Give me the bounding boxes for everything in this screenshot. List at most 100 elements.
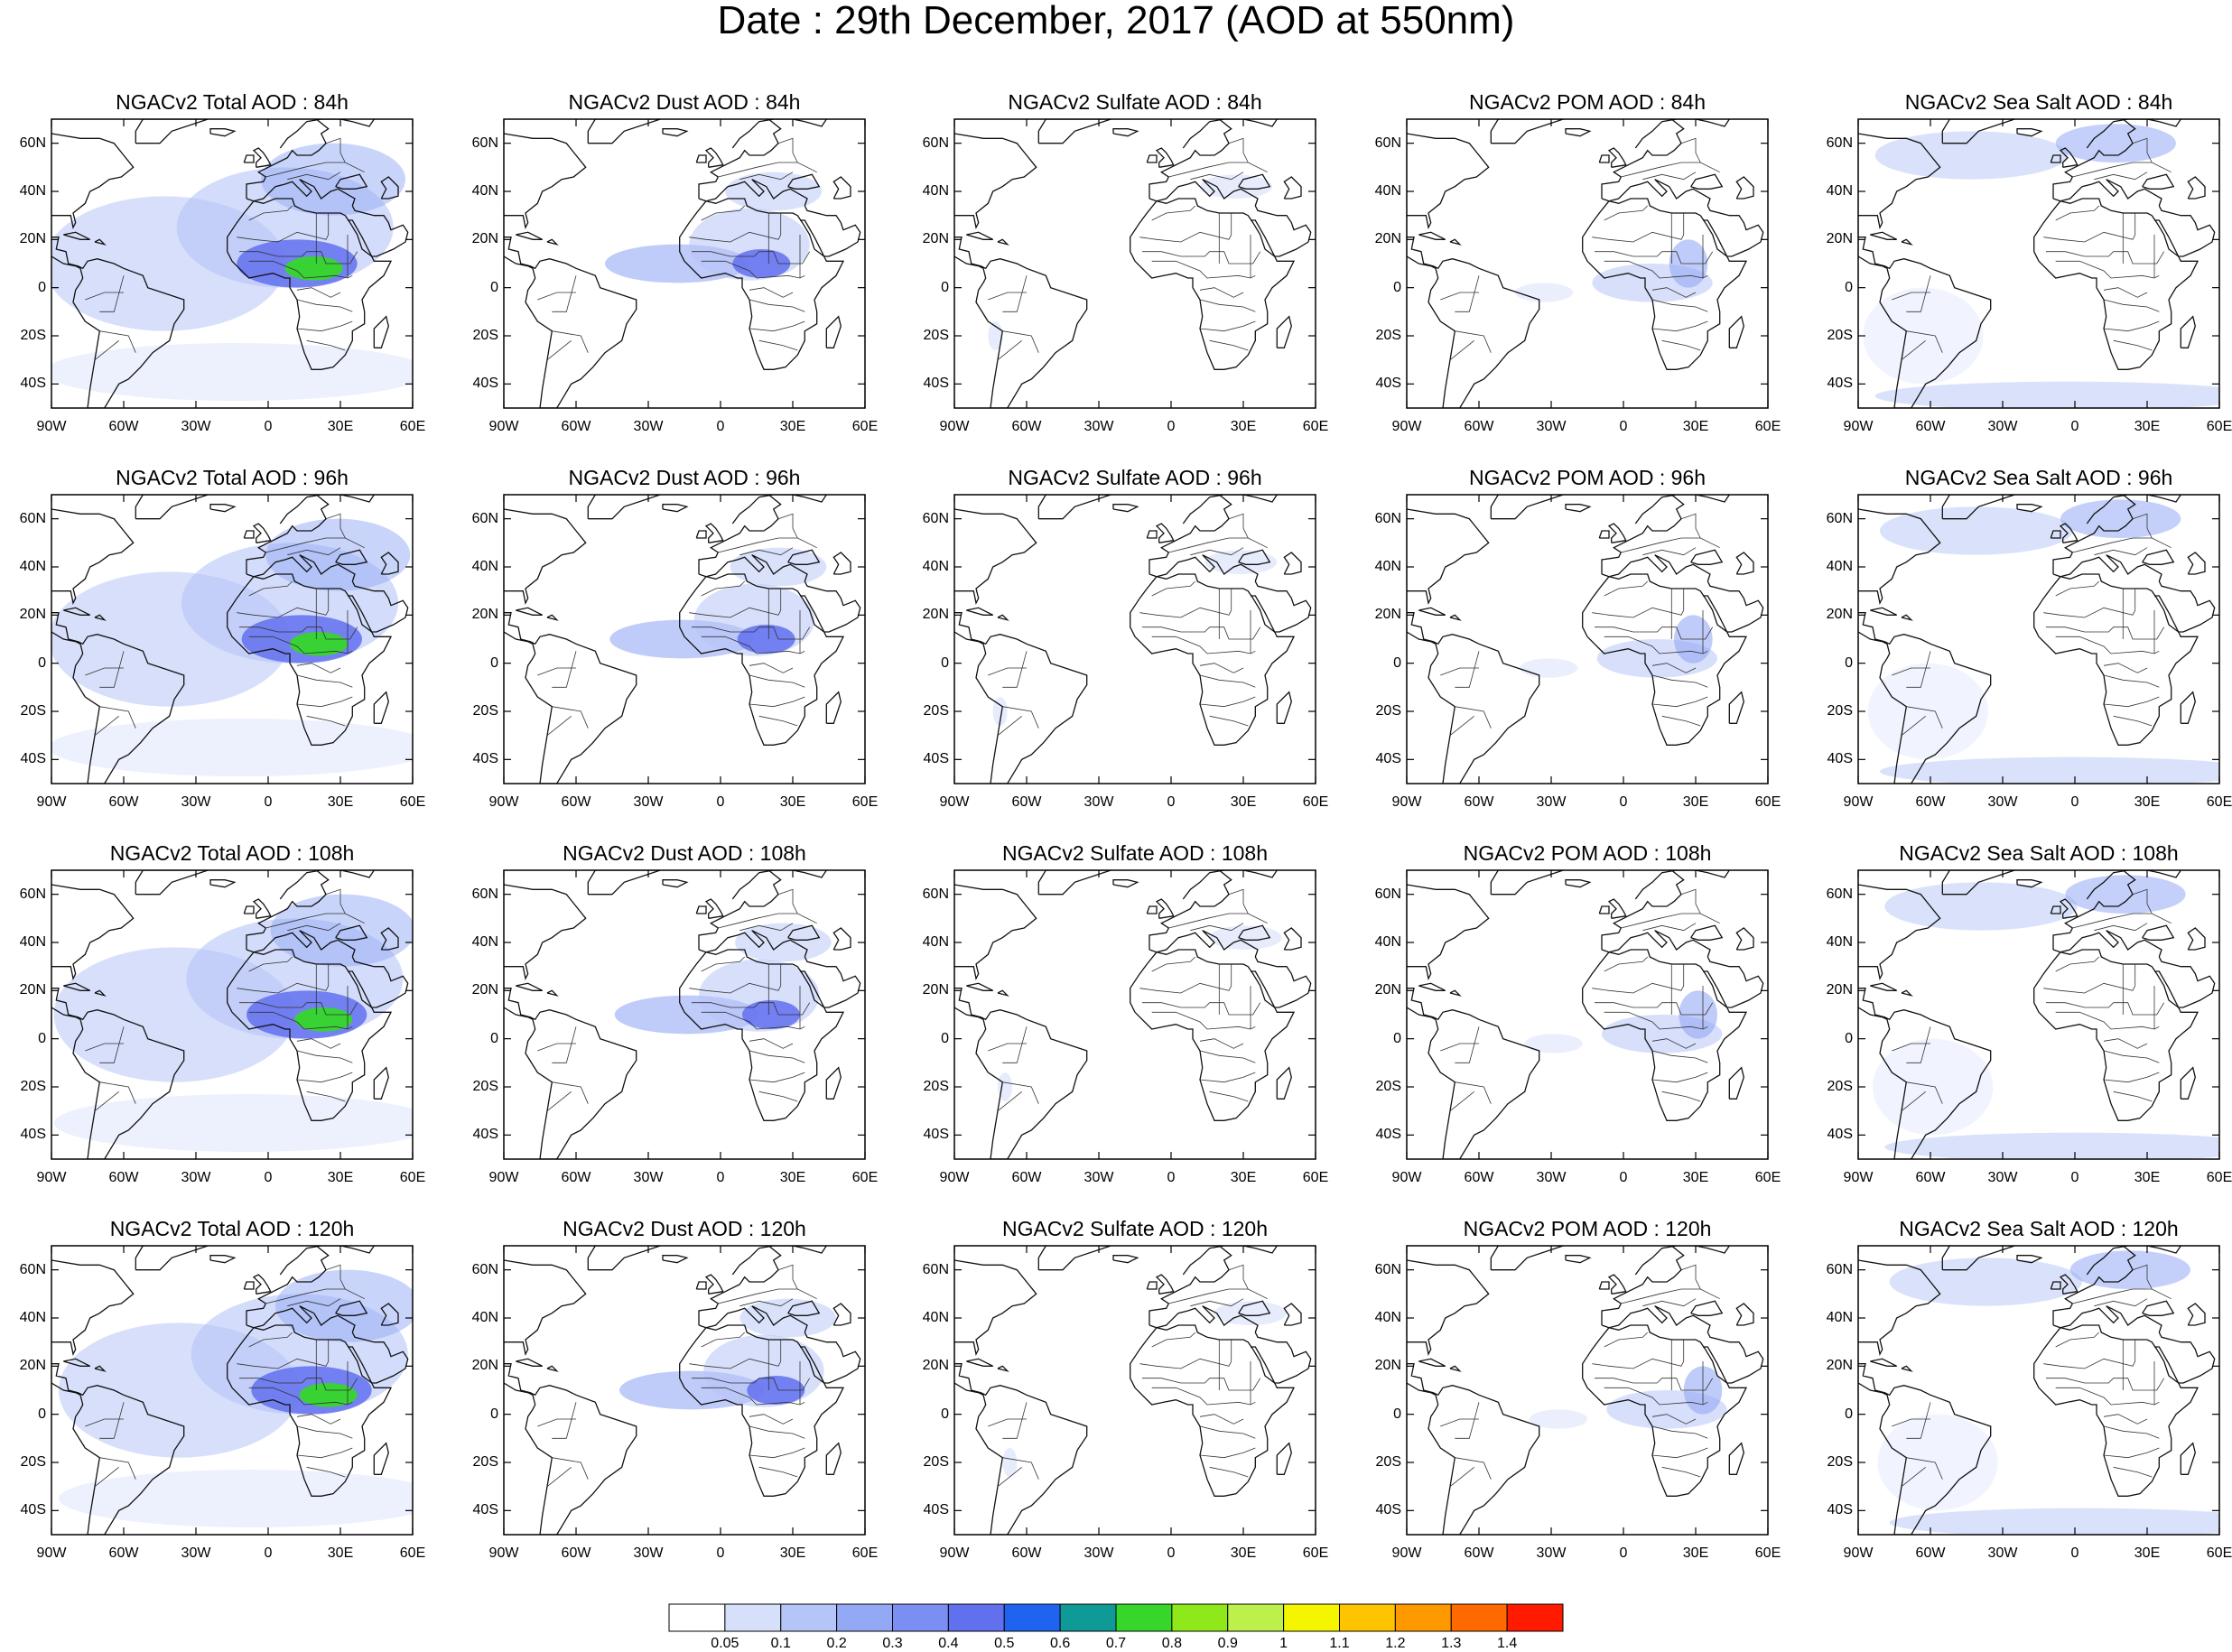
coastline: [679, 1324, 845, 1497]
lon-label: 90W: [1843, 419, 1874, 434]
country-border: [1440, 1418, 1479, 1427]
country-border: [749, 320, 805, 332]
country-border: [296, 1447, 353, 1459]
lat-label: 40N: [1374, 183, 1401, 199]
lat-label: 0: [1845, 279, 1853, 295]
lon-label: 60W: [108, 794, 139, 810]
lon-label: 0: [1619, 1170, 1628, 1185]
aod-blob: [265, 518, 411, 591]
coastline: [335, 173, 368, 190]
aod-field: [954, 1246, 1312, 1535]
country-border: [94, 715, 119, 737]
coastline: [1182, 870, 1278, 900]
map-frame: [503, 869, 866, 1160]
lon-label: 30E: [1230, 1545, 1257, 1561]
country-border: [287, 1298, 341, 1307]
coastline: [997, 238, 1009, 246]
coastline: [1283, 176, 1302, 200]
lon-label: 90W: [488, 1545, 519, 1561]
coastline: [1418, 607, 1446, 616]
colorbar-swatch: [1450, 1603, 1508, 1632]
country-border: [718, 913, 817, 929]
country-border: [2055, 580, 2099, 597]
coastline: [1449, 238, 1462, 246]
country-border: [1190, 923, 1244, 932]
coastline: [227, 198, 393, 370]
coastline: [695, 905, 707, 914]
colorbar-label: 1: [1279, 1636, 1288, 1651]
coastline: [1607, 523, 1627, 543]
lat-label: 40S: [1827, 751, 1853, 767]
lon-label: 30W: [633, 1170, 664, 1185]
lat-label: 40N: [922, 1310, 949, 1325]
coastline: [1182, 1246, 1278, 1276]
country-border: [239, 251, 358, 265]
lat-label: 0: [38, 279, 46, 295]
country-border: [85, 292, 124, 301]
coastline: [1251, 1332, 1312, 1384]
coastline: [1407, 884, 1490, 980]
coastline: [135, 870, 209, 896]
coastline: [380, 927, 399, 951]
coastline: [2052, 1324, 2061, 1329]
coastline: [705, 1305, 808, 1333]
map-frame: [1406, 118, 1769, 409]
lat-label: 20S: [1827, 328, 1853, 343]
country-border: [1906, 330, 1943, 353]
coastline: [246, 870, 330, 950]
lon-label: 60W: [1915, 1545, 1946, 1561]
lon-label: 60E: [2206, 794, 2232, 810]
country-border: [99, 275, 125, 312]
aod-blob: [1204, 550, 1278, 575]
country-border: [325, 513, 346, 539]
colorbar-label: 0.9: [1217, 1636, 1238, 1651]
coastline: [662, 128, 689, 137]
country-border: [94, 1466, 119, 1488]
aod-blob: [290, 632, 348, 656]
country-border: [2103, 1050, 2160, 1063]
lat-label: 20S: [20, 328, 46, 343]
country-border: [1901, 1091, 1926, 1112]
coastline: [1037, 119, 1111, 144]
lat-label: 20N: [19, 982, 46, 998]
country-border: [2094, 547, 2148, 556]
lat-label: 40S: [472, 751, 498, 767]
coastline: [504, 884, 587, 980]
coastline: [2033, 573, 2199, 746]
country-border: [749, 663, 794, 673]
country-border: [2043, 964, 2136, 994]
country-border: [1002, 651, 1028, 688]
coastline: [1407, 237, 1540, 408]
coastline: [698, 495, 782, 574]
lat-label: 60N: [19, 135, 46, 151]
lat-label: 20S: [1827, 1454, 1853, 1470]
lon-label: 30E: [2134, 419, 2161, 434]
panel-title: NGACv2 Total AOD : 84h: [116, 90, 349, 114]
coastline: [1601, 119, 1685, 199]
country-border: [1139, 589, 1232, 618]
lat-label: 40S: [1375, 751, 1401, 767]
lat-label: 40S: [1827, 1502, 1853, 1518]
aod-field: [1858, 119, 2219, 408]
coastline: [1870, 982, 1897, 991]
coastline: [546, 614, 559, 621]
coastline: [731, 1246, 827, 1276]
lon-label: 90W: [488, 419, 519, 434]
panel-title: NGACv2 Sea Salt AOD : 120h: [1899, 1217, 2179, 1240]
colorbar-swatch: [947, 1603, 1005, 1632]
lon-label: 30W: [1083, 1545, 1114, 1561]
country-border: [1002, 1402, 1028, 1439]
coastline: [954, 133, 1037, 229]
country-border: [1621, 162, 1720, 178]
lon-label: 60E: [399, 1170, 426, 1185]
coastline: [1130, 198, 1296, 370]
country-border: [1455, 1026, 1480, 1063]
coastline: [1858, 237, 1992, 408]
lat-label: 40N: [19, 1310, 46, 1325]
country-border: [749, 287, 794, 298]
country-border: [1455, 706, 1492, 729]
country-border: [1906, 1026, 1931, 1063]
country-border: [2103, 1414, 2148, 1425]
lat-label: 40S: [1375, 376, 1401, 392]
country-border: [1604, 580, 1648, 597]
